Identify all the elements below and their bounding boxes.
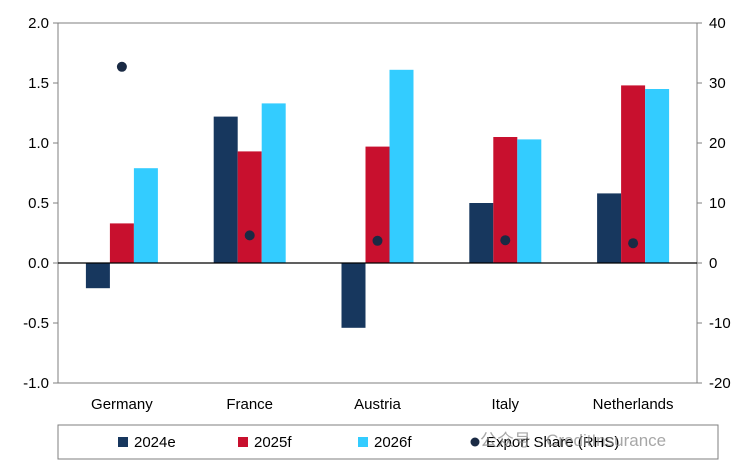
left-tick-label: 1.5 bbox=[28, 75, 49, 92]
right-tick-label: 10 bbox=[709, 195, 726, 212]
left-tick-label: -0.5 bbox=[23, 315, 49, 332]
export-share-point-netherlands bbox=[628, 238, 639, 249]
legend-label: Export Share (RHS) bbox=[486, 434, 619, 451]
right-axis: -20 -10 0 10 20 30 40 bbox=[697, 15, 731, 392]
bar-2024e-austria bbox=[341, 263, 366, 328]
export-share-point-france bbox=[244, 230, 255, 241]
legend: 2024e 2025f 2026f Export Share (RHS) bbox=[57, 424, 719, 460]
right-tick-label: -20 bbox=[709, 375, 731, 392]
watermark: 公众号 · CreditInsurance bbox=[480, 431, 666, 450]
export-share-point-germany bbox=[116, 61, 127, 72]
legend-swatch-export-share bbox=[470, 437, 480, 447]
legend-swatch-2026f bbox=[358, 437, 368, 447]
bar-2026f-germany bbox=[133, 168, 158, 263]
bar-2025f-germany bbox=[109, 223, 134, 263]
export-share-point-austria bbox=[372, 235, 383, 246]
right-tick-label: 0 bbox=[709, 255, 717, 272]
right-tick-label: 30 bbox=[709, 75, 726, 92]
bar-2025f-netherlands bbox=[621, 85, 646, 264]
right-tick-label: 40 bbox=[709, 15, 726, 32]
right-tick-label: -10 bbox=[709, 315, 731, 332]
left-tick-label: 1.0 bbox=[28, 135, 49, 152]
legend-swatch-2024e bbox=[118, 437, 128, 447]
legend-label: 2026f bbox=[374, 434, 412, 451]
bar-2024e-netherlands bbox=[597, 193, 622, 263]
left-axis: -1.0 -0.5 0.0 0.5 1.0 1.5 2.0 bbox=[23, 15, 58, 392]
bar-2026f-austria bbox=[389, 69, 414, 263]
left-tick-label: 0.5 bbox=[28, 195, 49, 212]
category-label: Germany bbox=[91, 396, 153, 413]
bar-2025f-france bbox=[237, 151, 262, 263]
export-share-point-italy bbox=[500, 235, 511, 246]
left-tick-label: 0.0 bbox=[28, 255, 49, 272]
bar-2026f-italy bbox=[517, 139, 542, 263]
bar-2026f-netherlands bbox=[645, 89, 670, 263]
plot-area bbox=[57, 22, 698, 384]
category-axis: Germany France Austria Italy Netherlands bbox=[91, 396, 673, 413]
legend-swatch-2025f bbox=[238, 437, 248, 447]
category-label: Austria bbox=[354, 396, 401, 413]
category-label: France bbox=[226, 396, 273, 413]
left-tick-label: -1.0 bbox=[23, 375, 49, 392]
legend-label: 2024e bbox=[134, 434, 176, 451]
category-label: Netherlands bbox=[593, 396, 674, 413]
legend-box bbox=[57, 424, 719, 460]
bar-2024e-italy bbox=[469, 203, 494, 263]
bar-2026f-france bbox=[261, 103, 286, 264]
right-tick-label: 20 bbox=[709, 135, 726, 152]
bar-2024e-germany bbox=[85, 263, 110, 289]
legend-label: 2025f bbox=[254, 434, 292, 451]
left-tick-label: 2.0 bbox=[28, 15, 49, 32]
category-label: Italy bbox=[492, 396, 520, 413]
bar-2024e-france bbox=[213, 116, 238, 263]
